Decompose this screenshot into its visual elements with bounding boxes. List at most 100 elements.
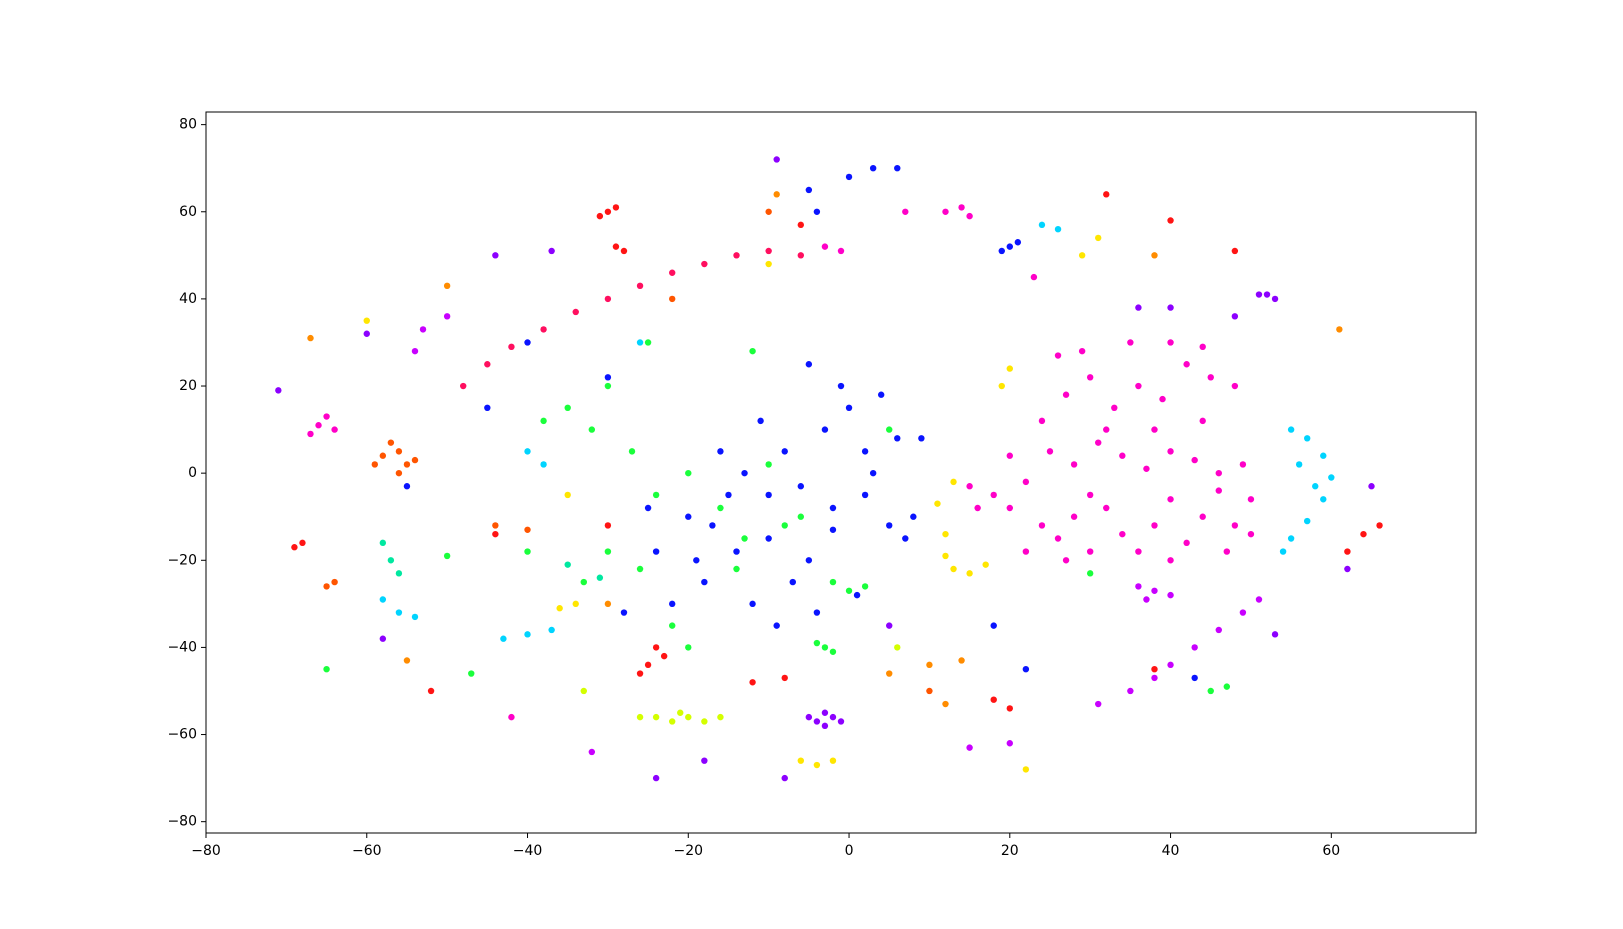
point: [1103, 426, 1110, 433]
point: [564, 491, 571, 499]
point: [765, 535, 772, 542]
point: [1191, 644, 1198, 651]
point: [443, 313, 451, 320]
point: [1320, 452, 1327, 459]
point: [1247, 496, 1255, 503]
point: [1199, 343, 1206, 351]
point: [564, 404, 571, 412]
y-tick-label: −80: [167, 814, 197, 830]
point: [1183, 361, 1190, 368]
point: [291, 544, 298, 551]
point: [604, 548, 612, 555]
point: [942, 208, 949, 215]
point: [403, 483, 411, 490]
point: [323, 665, 330, 673]
point: [556, 605, 563, 612]
point: [1062, 557, 1070, 564]
point: [669, 718, 676, 725]
point: [669, 269, 676, 276]
point: [1111, 404, 1118, 412]
point: [677, 709, 684, 716]
point: [1062, 391, 1070, 398]
point: [725, 491, 732, 499]
point: [1038, 221, 1046, 229]
point: [1376, 522, 1383, 529]
point: [845, 587, 853, 594]
point: [379, 539, 387, 547]
point: [886, 622, 893, 629]
point: [395, 469, 403, 477]
x-tick-label: −60: [352, 843, 382, 859]
point: [950, 565, 957, 573]
point: [894, 164, 901, 172]
point: [773, 156, 780, 163]
point: [990, 622, 997, 629]
point: [387, 557, 395, 564]
point: [1095, 439, 1102, 446]
x-tick-label: 40: [1162, 843, 1180, 859]
point: [1167, 217, 1174, 224]
point: [717, 448, 724, 455]
point: [966, 212, 973, 220]
y-tick-label: −60: [167, 727, 197, 743]
point: [484, 404, 491, 412]
point: [1263, 291, 1271, 298]
point: [323, 413, 330, 420]
point: [636, 670, 644, 677]
point: [1151, 674, 1158, 682]
point: [813, 761, 821, 769]
point: [1368, 483, 1375, 490]
point: [1304, 517, 1311, 525]
point: [395, 448, 403, 455]
point: [894, 644, 901, 651]
point: [789, 578, 796, 586]
point: [1135, 304, 1142, 311]
point: [685, 713, 692, 721]
y-tick-label: 0: [188, 465, 197, 481]
point: [379, 596, 387, 603]
point: [492, 252, 499, 259]
point: [307, 334, 314, 342]
point: [1006, 452, 1013, 459]
point: [1151, 426, 1158, 433]
point: [821, 709, 829, 716]
point: [628, 448, 636, 455]
point: [572, 308, 579, 316]
point: [1215, 469, 1222, 477]
point: [958, 657, 965, 664]
point: [797, 483, 805, 490]
point: [1006, 705, 1013, 712]
point: [998, 247, 1005, 255]
point: [1207, 687, 1214, 695]
point: [636, 339, 644, 346]
point: [524, 448, 531, 455]
point: [548, 247, 555, 255]
point: [845, 404, 853, 412]
point: [765, 461, 772, 468]
point: [1271, 631, 1279, 638]
point: [837, 718, 845, 725]
point: [717, 504, 724, 512]
point: [749, 600, 756, 608]
point: [572, 600, 579, 608]
point: [765, 260, 772, 268]
point: [379, 635, 387, 642]
point: [1151, 587, 1158, 594]
point: [829, 713, 837, 721]
point: [797, 513, 805, 520]
point: [781, 448, 788, 455]
point: [918, 435, 925, 442]
point: [1167, 339, 1174, 346]
y-tick-label: 20: [179, 378, 197, 394]
point: [652, 713, 660, 721]
point: [1070, 461, 1078, 468]
point: [1022, 665, 1030, 673]
point: [701, 578, 708, 586]
point: [869, 164, 877, 172]
point: [636, 282, 644, 290]
point: [524, 631, 531, 638]
point: [612, 243, 620, 250]
point: [1070, 513, 1078, 520]
point: [1344, 548, 1351, 555]
point: [1095, 700, 1102, 708]
